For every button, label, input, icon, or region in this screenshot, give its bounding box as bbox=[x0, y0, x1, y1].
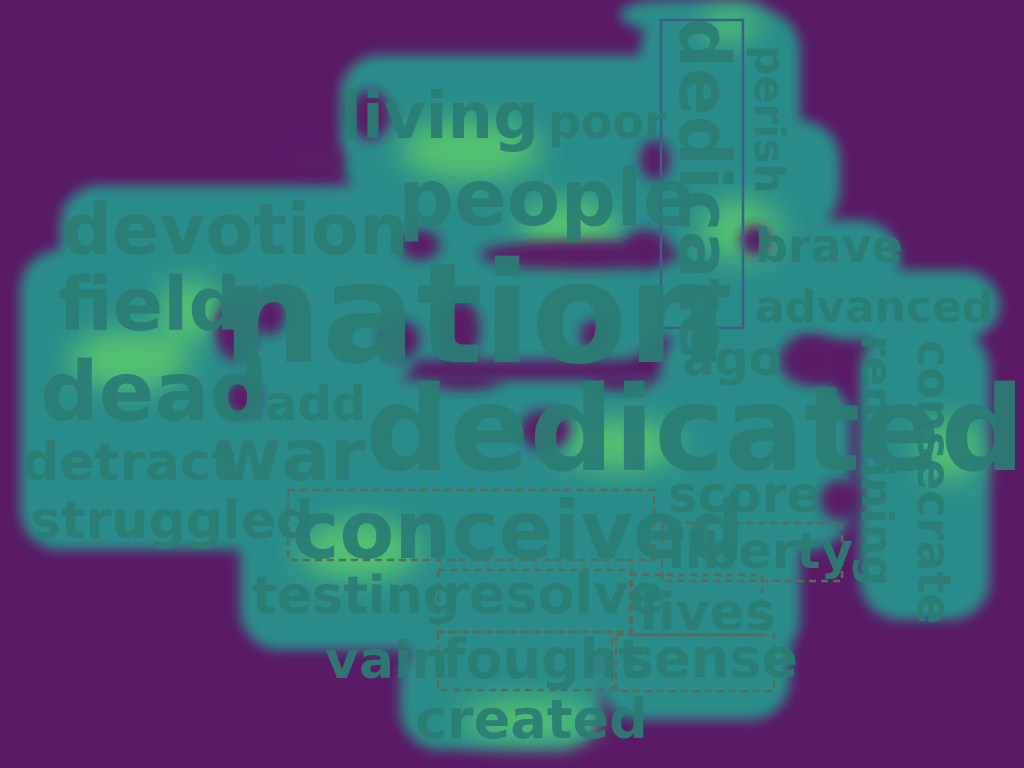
word-devotion: devotion bbox=[62, 189, 409, 271]
lives-highlight-box bbox=[628, 573, 764, 637]
heat-hotspot bbox=[460, 700, 600, 740]
fought-highlight-box bbox=[436, 630, 614, 692]
heat-region bbox=[740, 270, 1000, 340]
word-ago: ago bbox=[682, 331, 782, 387]
word-dead: dead bbox=[40, 345, 268, 440]
conceived-highlight-box bbox=[286, 488, 656, 562]
word-add: add bbox=[265, 376, 366, 432]
heat-hole bbox=[350, 90, 390, 140]
word-remaining: remaining bbox=[851, 335, 902, 586]
heat-hole bbox=[440, 300, 480, 360]
word-dedicated: dedicated bbox=[365, 360, 1024, 498]
highlight-boxes bbox=[286, 18, 844, 693]
heat-hole bbox=[255, 295, 285, 335]
heat-hole bbox=[225, 380, 260, 415]
word-detract: detract bbox=[22, 433, 236, 493]
word-perish: perish bbox=[745, 45, 794, 194]
heat-hole bbox=[480, 240, 680, 270]
word-advanced: advanced bbox=[755, 282, 993, 333]
heat-hole bbox=[285, 145, 345, 175]
word-created: created bbox=[415, 688, 648, 751]
word-living: living bbox=[340, 80, 539, 154]
heat-hole bbox=[400, 230, 440, 260]
heat-region bbox=[600, 560, 790, 720]
heat-hole bbox=[520, 410, 570, 450]
liberty-highlight-box bbox=[660, 521, 844, 583]
heat-hotspot bbox=[920, 420, 980, 480]
heat-hotspot bbox=[300, 520, 420, 580]
word-struggled: struggled bbox=[30, 491, 313, 551]
heatmap-hotspots bbox=[70, 10, 980, 740]
heat-hole bbox=[215, 300, 255, 360]
heat-hole bbox=[780, 335, 840, 385]
dedicate-highlight-box bbox=[659, 18, 745, 330]
heat-hole bbox=[380, 320, 420, 360]
word-dedicate: dedicate bbox=[663, 18, 745, 359]
word-liberty: liberty bbox=[668, 522, 853, 580]
heat-hotspot bbox=[400, 120, 540, 180]
word-consecrate: consecrate bbox=[907, 340, 961, 624]
word-sense: sense bbox=[622, 627, 798, 690]
word-nation: nation bbox=[222, 233, 727, 396]
heat-hole bbox=[820, 480, 860, 520]
word-resolve: resolve bbox=[442, 563, 665, 626]
heat-hotspot bbox=[160, 280, 220, 340]
heat-hotspot bbox=[700, 10, 760, 40]
word-testing: testing bbox=[252, 566, 460, 626]
heat-hotspot bbox=[70, 330, 190, 390]
heat-region bbox=[860, 330, 990, 620]
heat-hole bbox=[430, 375, 500, 390]
word-lives: lives bbox=[640, 583, 776, 643]
heat-region bbox=[20, 380, 280, 550]
heatmap-holes bbox=[215, 90, 860, 520]
heat-hole bbox=[590, 375, 650, 390]
word-people: people bbox=[398, 154, 696, 244]
word-fought: fought bbox=[442, 628, 644, 691]
heat-hole bbox=[580, 320, 610, 350]
heat-hole bbox=[740, 225, 770, 255]
word-vain: vain bbox=[325, 631, 449, 691]
heat-region bbox=[740, 120, 840, 230]
word-poor: poor bbox=[548, 95, 667, 149]
sense-highlight-box bbox=[614, 633, 776, 693]
word-brave: brave bbox=[755, 219, 903, 273]
word-conceived: conceived bbox=[292, 484, 744, 577]
heat-hotspot bbox=[560, 420, 680, 470]
word-field: field bbox=[58, 262, 241, 348]
word-score: score bbox=[668, 466, 820, 524]
word-war: war bbox=[215, 413, 366, 497]
heat-hole bbox=[640, 140, 670, 180]
